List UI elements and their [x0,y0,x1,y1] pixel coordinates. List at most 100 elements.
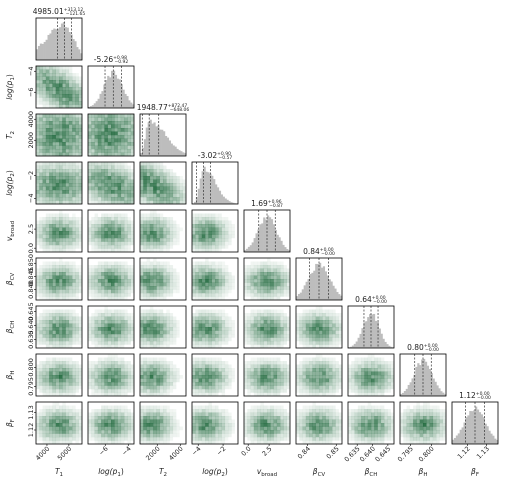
density-cell [296,385,300,390]
density-cell [42,138,47,143]
density-cell [250,323,255,328]
density-cell [143,279,147,283]
density-cell [55,279,60,283]
density-cell [296,364,300,369]
density-cell [169,337,174,342]
density-cell [208,334,212,338]
density-cell [221,433,226,438]
density-cell [224,227,229,232]
density-cell [315,354,320,358]
density-cell [286,323,291,328]
density-cell [224,279,229,283]
density-cell [65,316,70,321]
hist-bar [482,417,485,444]
density-cell [39,114,43,118]
density-cell [127,152,131,157]
density-cell [328,375,333,379]
density-cell [270,412,274,417]
density-cell [72,375,76,379]
density-cell [205,261,209,266]
density-cell [357,364,362,369]
density-cell [146,275,151,280]
density-cell [149,165,154,170]
density-cell [263,368,268,372]
density-cell [52,316,56,321]
density-cell [218,419,222,424]
density-cell [305,337,310,342]
density-cell [247,330,251,335]
density-cell [149,238,154,242]
density-cell [257,327,261,331]
density-cell [52,265,56,269]
density-cell [172,416,177,420]
density-cell [94,419,99,424]
density-cell [244,265,248,269]
density-cell [172,272,177,276]
density-cell [244,268,248,273]
density-cell [72,121,76,125]
density-cell [201,330,206,335]
density-cell [195,440,199,445]
density-cell [91,217,95,221]
density-cell [49,227,53,232]
density-cell [55,248,60,253]
density-cell [55,430,60,434]
hist-bar [286,248,289,252]
density-cell [52,426,56,431]
density-cell [65,433,70,438]
density-cell [88,433,92,438]
density-logp2-betaCV [191,257,239,301]
density-cell [169,334,174,338]
density-cell [49,286,53,290]
density-cell [380,385,385,390]
density-cell [39,238,43,242]
density-cell [374,357,378,362]
density-cell [195,385,199,390]
hist-bar [374,320,378,348]
density-cell [205,313,209,317]
density-cell [198,231,203,235]
density-cell [192,316,196,321]
density-cell [172,341,177,345]
density-cell [218,220,222,225]
density-cell [215,268,219,273]
density-cell [218,341,222,345]
density-cell [218,440,222,445]
density-cell [322,316,326,321]
density-cell [205,320,209,324]
density-cell [124,289,128,294]
density-cell [65,375,70,379]
density-cell [111,282,115,287]
density-cell [97,227,102,232]
density-cell [91,368,95,372]
density-cell [253,382,258,386]
density-cell [120,409,125,413]
density-cell [218,430,222,434]
density-cell [114,313,118,317]
density-cell [143,433,147,438]
density-cell [267,440,271,445]
density-cell [159,176,164,180]
density-cell [221,268,226,273]
density-cell [52,83,56,88]
density-cell [120,197,125,201]
density-cell [59,135,63,139]
density-cell [120,344,125,349]
density-cell [120,183,125,187]
density-cell [267,361,271,365]
density-cell [211,309,216,314]
density-cell [143,334,147,338]
density-cell [45,169,50,173]
density-cell [91,124,95,129]
density-cell [49,83,53,88]
density-cell [228,430,232,434]
density-cell [59,69,63,74]
density-cell [231,320,235,324]
density-cell [273,409,278,413]
density-cell [156,190,160,194]
density-cell [208,357,212,362]
density-cell [130,268,135,273]
density-cell [124,169,128,173]
density-cell [215,423,219,427]
density-cell [309,389,313,393]
